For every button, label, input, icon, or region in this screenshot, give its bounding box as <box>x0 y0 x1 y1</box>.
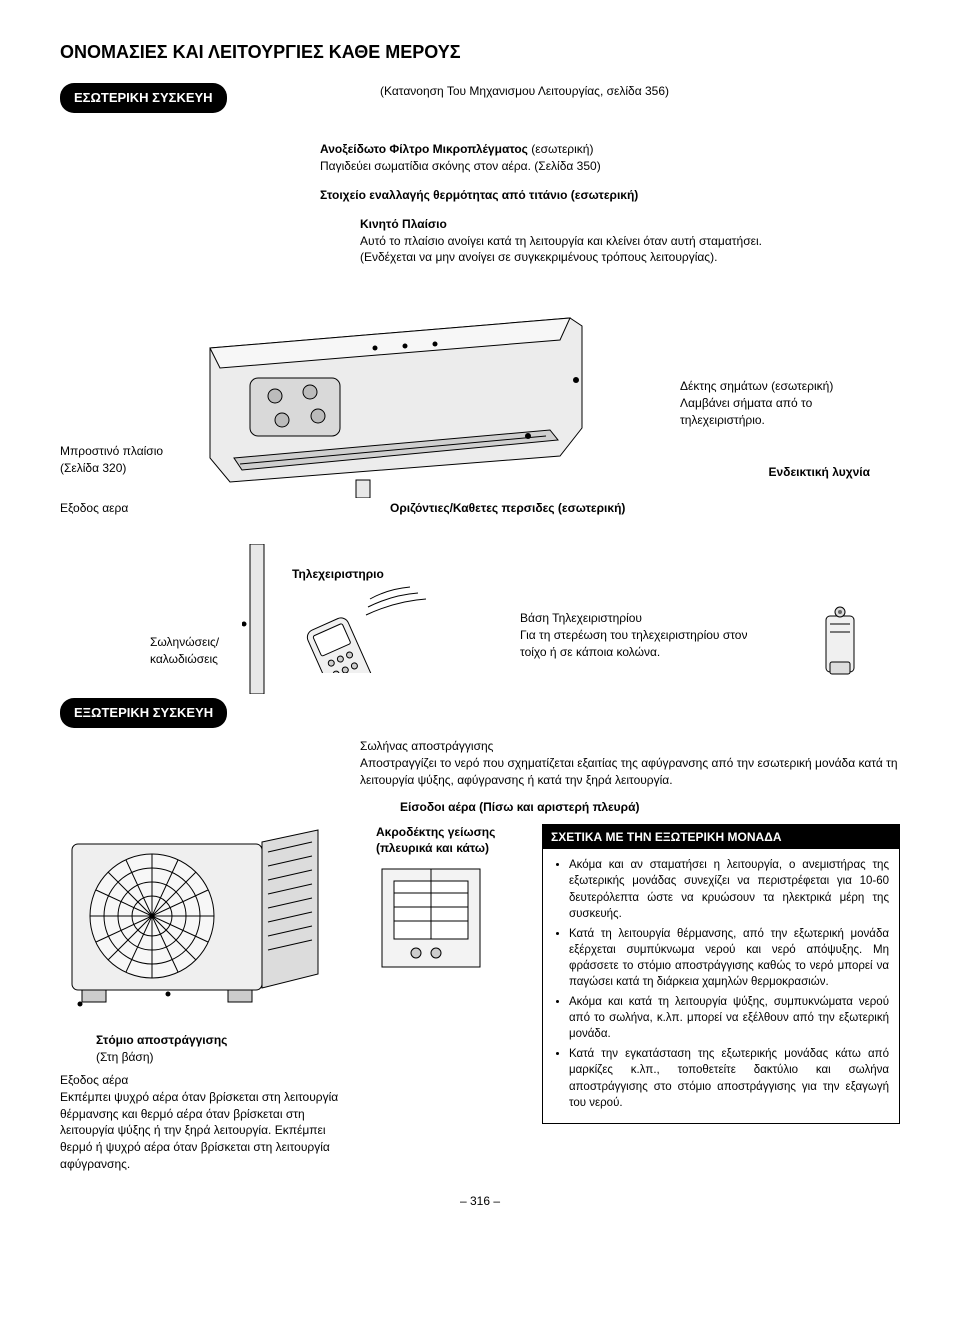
indoor-unit-icon <box>190 288 610 498</box>
remote-holder-icon <box>810 602 870 682</box>
indoor-badge: ΕΣΩΤΕΡΙΚΗ ΣΥΣΚΕΥΗ <box>60 83 227 113</box>
remote-title: Τηλεχειριστηριο <box>292 566 442 583</box>
heat-exchanger-label: Στοιχείο εναλλαγής θερμότητας από τιτάνι… <box>320 188 638 202</box>
outdoor-lower-row: Στόμιο αποστράγγισης (Στη βάση) Εξοδος α… <box>60 824 900 1173</box>
panel-label-bold: Κινητό Πλαίσιο <box>360 217 447 231</box>
panel-desc: Αυτό το πλαίσιο ανοίγει κατά τη λειτουργ… <box>360 234 762 265</box>
page-title: ΟΝΟΜΑΣΙΕΣ ΚΑΙ ΛΕΙΤΟΥΡΓΙΕΣ ΚΑΘΕ ΜΕΡΟΥΣ <box>60 40 900 65</box>
note-item: Ακόμα και αν σταματήσει η λειτουργία, ο … <box>569 857 889 921</box>
receiver-rest: (εσωτερική) <box>771 379 833 393</box>
remote-block: Τηλεχειριστηριο <box>292 566 442 673</box>
drain-hose-desc: Αποστραγγίζει το νερό που σχηματίζεται ε… <box>360 756 898 787</box>
pipe-vertical-icon <box>242 544 272 694</box>
outdoor-section: ΕΞΩΤΕΡΙΚΗ ΣΥΣΚΕΥΗ Σωλήνας αποστράγγισης … <box>60 698 900 1173</box>
notes-header: ΣΧΕΤΙΚΑ ΜΕ ΤΗΝ ΕΞΩΤΕΡΙΚΗ ΜΟΝΑΔΑ <box>543 825 899 850</box>
page-number: – 316 – <box>60 1193 900 1210</box>
holder-desc: Για τη στερέωση του τηλεχειριστηρίου στο… <box>520 628 747 659</box>
outdoor-airout-bold: Εξοδος αέρα <box>60 1073 128 1087</box>
filter-callout: Ανοξείδωτο Φίλτρο Μικροπλέγματος (εσωτερ… <box>320 141 900 175</box>
indoor-unit-diagram: Δέκτης σημάτων (εσωτερική) Λαμβάνει σήμα… <box>60 278 900 538</box>
front-panel-callout: Μπροστινό πλαίσιο (Σελίδα 320) <box>60 443 170 477</box>
outdoor-airout-callout: Εξοδος αέρα Εκπέμπει ψυχρό αέρα όταν βρί… <box>60 1072 360 1173</box>
holder-bold: Βάση Τηλεχειριστηρίου <box>520 611 642 625</box>
receiver-desc: Λαμβάνει σήματα από το τηλεχειριστήριο. <box>680 396 812 427</box>
outdoor-unit-icon <box>60 824 360 1024</box>
louvers-label: Οριζόντιες/Καθετες περσιδες (εσωτερική) <box>390 500 625 517</box>
filter-label-bold: Ανοξείδωτο Φίλτρο Μικροπλέγματος <box>320 142 531 156</box>
drain-port-rest: (Στη βάση) <box>96 1050 154 1064</box>
drain-port-callout: Στόμιο αποστράγγισης (Στη βάση) <box>96 1032 360 1066</box>
outdoor-badge: ΕΞΩΤΕΡΙΚΗ ΣΥΣΚΕΥΗ <box>60 698 227 728</box>
ground-terminals-label: Ακροδέκτης γείωσης (πλευρικά και κάτω) <box>376 824 526 858</box>
outdoor-airout-desc: Εκπέμπει ψυχρό αέρα όταν βρίσκεται στη λ… <box>60 1090 338 1171</box>
receiver-callout: Δέκτης σημάτων (εσωτερική) Λαμβάνει σήμα… <box>680 378 880 428</box>
movable-panel-callout: Κινητό Πλαίσιο Αυτό το πλαίσιο ανοίγει κ… <box>360 216 900 266</box>
front-panel-bold: Μπροστινό πλαίσιο <box>60 444 163 458</box>
top-reference-note: (Κατανοηση Του Μηχανισμου Λειτουργίας, σ… <box>380 83 669 100</box>
note-item: Κατά την εγκατάσταση της εξωτερικής μονά… <box>569 1046 889 1110</box>
receiver-bold: Δέκτης σημάτων <box>680 379 771 393</box>
air-outlet-callout: Εξοδος αερα <box>60 500 128 517</box>
remote-controller-icon <box>292 583 442 673</box>
air-outlet-label: Εξοδος αερα <box>60 501 128 515</box>
notes-list: Ακόμα και αν σταματήσει η λειτουργία, ο … <box>553 857 889 1110</box>
filter-label-rest: (εσωτερική) <box>531 142 593 156</box>
ground-terminal-detail-icon <box>376 863 486 973</box>
piping-label-text: Σωληνώσεις/ καλωδιώσεις <box>150 634 240 668</box>
holder-callout: Βάση Τηλεχειριστηρίου Για τη στερέωση το… <box>520 610 770 660</box>
drain-hose-bold: Σωλήνας αποστράγγισης <box>360 739 493 753</box>
drain-port-bold: Στόμιο αποστράγγισης <box>96 1033 227 1047</box>
note-item: Ακόμα και κατά τη λειτουργία ψύξης, συμπ… <box>569 994 889 1042</box>
remote-row: Τηλεχειριστηριο <box>60 566 900 686</box>
front-panel-rest: (Σελίδα 320) <box>60 461 126 475</box>
note-item: Κατά τη λειτουργία θέρμανσης, από την εξ… <box>569 926 889 990</box>
heat-exchanger-callout: Στοιχείο εναλλαγής θερμότητας από τιτάνι… <box>320 187 900 204</box>
drain-hose-callout: Σωλήνας αποστράγγισης Αποστραγγίζει το ν… <box>360 738 900 788</box>
indicator-label: Ενδεικτική λυχνία <box>769 464 871 481</box>
piping-callout: Σωληνώσεις/ καλωδιώσεις <box>150 634 240 668</box>
indoor-section: ΕΣΩΤΕΡΙΚΗ ΣΥΣΚΕΥΗ (Κατανοηση Του Μηχανισ… <box>60 83 900 686</box>
air-inlets-label: Είσοδοι αέρα (Πίσω και αριστερή πλευρά) <box>400 799 900 816</box>
ground-terminals-col: Ακροδέκτης γείωσης (πλευρικά και κάτω) <box>376 824 526 978</box>
outdoor-notes-box: ΣΧΕΤΙΚΑ ΜΕ ΤΗΝ ΕΞΩΤΕΡΙΚΗ ΜΟΝΑΔΑ Ακόμα κα… <box>542 824 900 1124</box>
filter-desc: Παγιδεύει σωματίδια σκόνης στον αέρα. (Σ… <box>320 159 601 173</box>
outdoor-diagram-col: Στόμιο αποστράγγισης (Στη βάση) Εξοδος α… <box>60 824 360 1173</box>
